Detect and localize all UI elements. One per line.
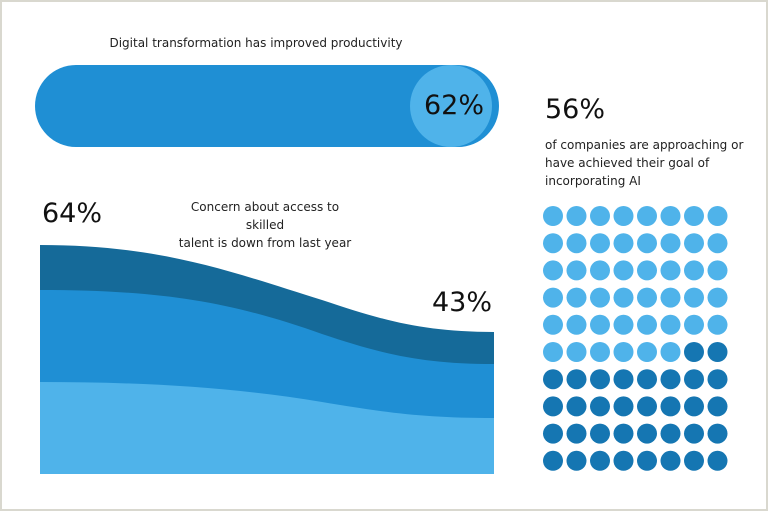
ai-goal-dot (543, 206, 563, 226)
ai-goal-dot (660, 369, 681, 390)
ai-goal-dot (684, 233, 704, 254)
ai-goal-dot (660, 206, 681, 226)
ai-goal-dot (637, 342, 657, 362)
ai-goal-dot (566, 423, 587, 444)
ai-goal-dot (684, 396, 704, 417)
ai-goal-dot (590, 450, 610, 471)
ai-goal-dot (613, 450, 634, 471)
ai-goal-dot (637, 396, 657, 417)
talent-area-light-band (40, 382, 494, 474)
ai-goal-dot (543, 260, 563, 281)
talent-label-line2: talent is down from last year (178, 236, 352, 250)
ai-goal-dot (566, 314, 587, 335)
ai-goal-dot (590, 423, 610, 444)
ai-goal-description: of companies are approaching or have ach… (545, 138, 744, 188)
talent-label-line1: Concern about access to skilled (190, 200, 340, 232)
ai-goal-dot (684, 206, 704, 226)
ai-goal-dot (660, 260, 681, 281)
ai-goal-dot (590, 314, 610, 335)
ai-goal-dot (637, 287, 657, 308)
ai-goal-dot (684, 287, 704, 308)
ai-goal-dot (684, 342, 704, 362)
ai-goal-dot (613, 314, 634, 335)
ai-goal-dot (613, 260, 634, 281)
talent-end-value: 43% (432, 287, 493, 318)
ai-goal-dot (590, 206, 610, 226)
ai-goal-dot (543, 314, 563, 335)
ai-goal-dot (660, 314, 681, 335)
ai-goal-dot (590, 396, 610, 417)
ai-goal-dot (637, 369, 657, 390)
ai-goal-dot (637, 233, 657, 254)
ai-goal-dot (660, 233, 681, 254)
ai-goal-dot (660, 342, 681, 362)
productivity-label: Digital transformation has improved prod… (109, 36, 403, 50)
ai-goal-dot (613, 369, 634, 390)
talent-label: Concern about access to skilled talent i… (170, 198, 360, 252)
ai-goal-dot (613, 287, 634, 308)
ai-goal-dot (566, 342, 587, 362)
ai-goal-dot (684, 369, 704, 390)
ai-goal-dot (590, 287, 610, 308)
ai-goal-dot (590, 369, 610, 390)
ai-goal-dot (684, 260, 704, 281)
ai-goal-dot (543, 342, 563, 362)
ai-goal-dot (613, 342, 634, 362)
ai-goal-dot (637, 206, 657, 226)
ai-goal-dot (566, 260, 587, 281)
ai-goal-dot (707, 423, 728, 444)
ai-goal-dot (613, 206, 634, 226)
ai-goal-dot (660, 396, 681, 417)
ai-goal-value: 56% (545, 94, 606, 125)
ai-goal-dot (707, 396, 728, 417)
ai-goal-dot (566, 233, 587, 254)
ai-goal-dot (566, 450, 587, 471)
ai-goal-dot (707, 206, 728, 226)
ai-goal-dot (637, 260, 657, 281)
ai-goal-dot (707, 342, 728, 362)
ai-goal-dot (707, 369, 728, 390)
ai-goal-dot (660, 450, 681, 471)
ai-goal-dot (543, 369, 563, 390)
ai-goal-dot (684, 423, 704, 444)
ai-goal-dot (684, 314, 704, 335)
ai-goal-dot (543, 450, 563, 471)
ai-goal-dot (707, 287, 728, 308)
ai-goal-dot (613, 396, 634, 417)
ai-goal-dot (637, 423, 657, 444)
ai-goal-dot (543, 233, 563, 254)
ai-goal-dot (707, 314, 728, 335)
ai-goal-dot (707, 450, 728, 471)
ai-goal-dot (613, 233, 634, 254)
ai-goal-dot (613, 423, 634, 444)
ai-goal-dot (543, 423, 563, 444)
ai-goal-dot (590, 260, 610, 281)
ai-goal-dot (590, 233, 610, 254)
ai-goal-dot (660, 423, 681, 444)
ai-goal-dot (543, 287, 563, 308)
ai-goal-dot (590, 342, 610, 362)
ai-goal-dot (637, 314, 657, 335)
ai-goal-dot (684, 450, 704, 471)
ai-goal-dot (566, 287, 587, 308)
ai-goal-dot (707, 233, 728, 254)
ai-goal-dot (566, 369, 587, 390)
ai-goal-dot (566, 396, 587, 417)
productivity-value: 62% (423, 90, 484, 121)
ai-goal-dot (637, 450, 657, 471)
ai-goal-dot (566, 206, 587, 226)
ai-goal-dot (707, 260, 728, 281)
ai-goal-dot (543, 396, 563, 417)
ai-goal-dot (660, 287, 681, 308)
talent-start-value: 64% (42, 198, 103, 229)
productivity-knob (410, 65, 492, 147)
